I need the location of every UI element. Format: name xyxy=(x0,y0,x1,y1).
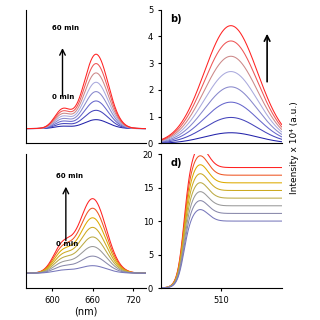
Text: 60 min: 60 min xyxy=(56,173,83,179)
Text: 60 min: 60 min xyxy=(52,25,79,31)
Text: b): b) xyxy=(171,14,182,24)
Text: 0 min: 0 min xyxy=(56,241,78,247)
X-axis label: (nm): (nm) xyxy=(74,306,98,316)
Text: 0 min: 0 min xyxy=(52,94,75,100)
Text: d): d) xyxy=(171,158,182,168)
Text: Intensity x 10⁴ (a.u.): Intensity x 10⁴ (a.u.) xyxy=(290,101,299,194)
